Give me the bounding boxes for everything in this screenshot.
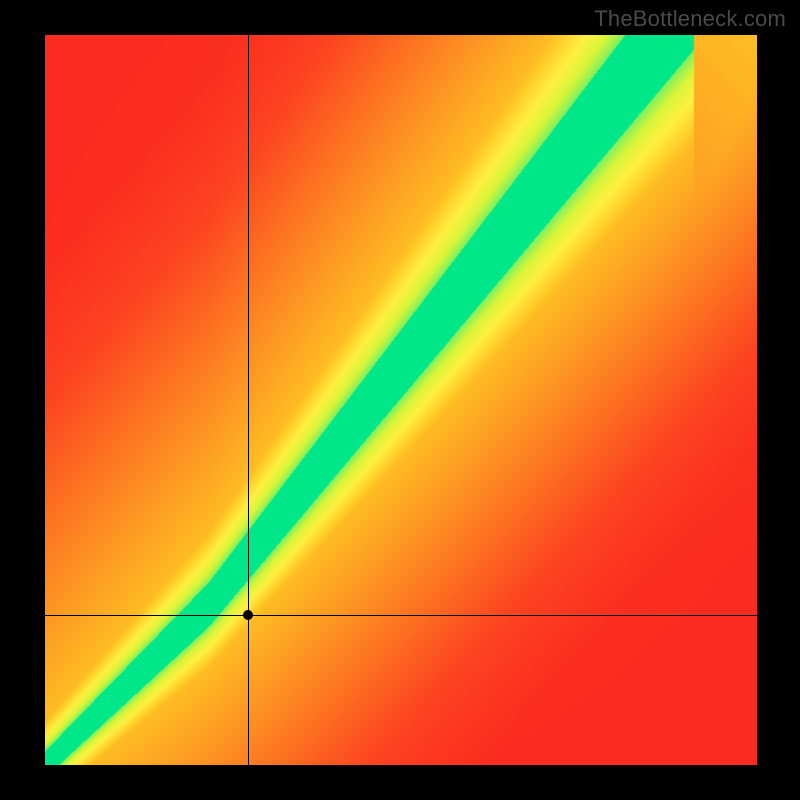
heatmap-canvas <box>45 35 757 765</box>
crosshair-horizontal <box>45 615 757 616</box>
watermark-text: TheBottleneck.com <box>594 6 786 32</box>
marker-dot <box>243 610 253 620</box>
crosshair-vertical <box>248 35 249 765</box>
